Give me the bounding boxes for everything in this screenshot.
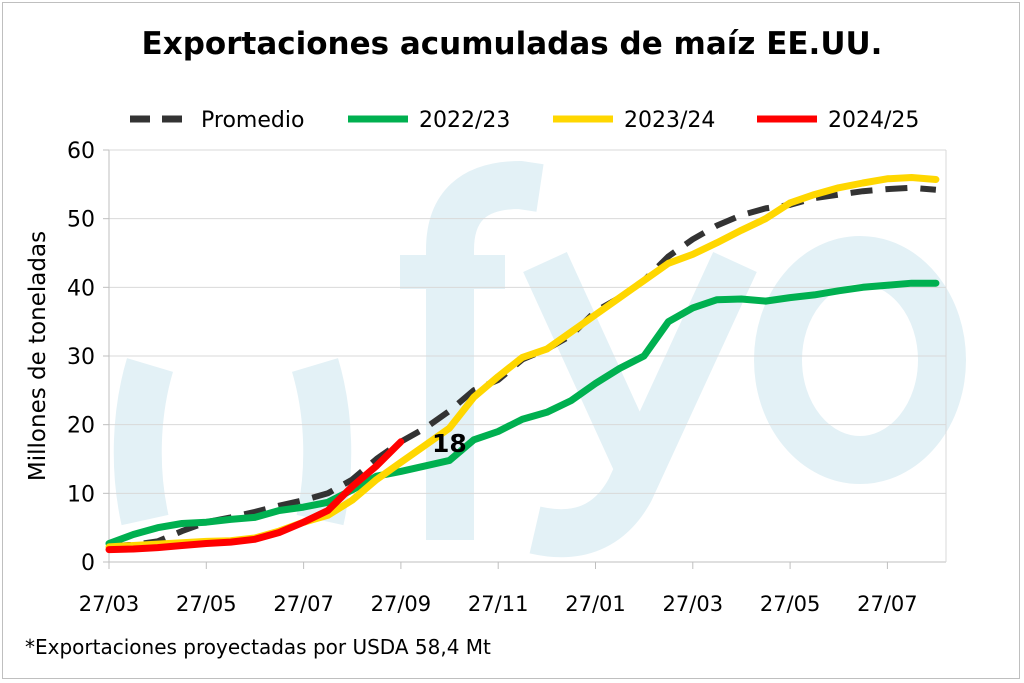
y-tick-label: 40: [67, 276, 95, 301]
watermark-o: [754, 236, 966, 484]
x-tick-label: 27/05: [760, 592, 821, 616]
y-tick-label: 60: [67, 139, 95, 164]
y-tick-label: 30: [67, 345, 95, 370]
y-tick-label: 0: [81, 551, 95, 576]
footnote: *Exportaciones proyectadas por USDA 58,4…: [25, 635, 491, 659]
x-tick-label: 27/03: [79, 592, 140, 616]
legend-label: Promedio: [201, 108, 304, 133]
series-line-202425: [105, 438, 405, 554]
y-tick-label: 10: [67, 482, 95, 507]
legend-label: 2023/24: [624, 108, 715, 133]
watermark-f-stem: [426, 160, 544, 540]
x-tick-label: 27/07: [857, 592, 918, 616]
watermark-logo: [113, 160, 966, 558]
watermark-arc: [113, 358, 352, 526]
y-tick-label: 50: [67, 208, 95, 233]
data-label-annotation: 18: [432, 429, 467, 458]
legend-label: 2022/23: [419, 108, 510, 133]
x-tick-label: 27/11: [468, 592, 529, 616]
chart-title: Exportaciones acumuladas de maíz EE.UU.: [142, 26, 883, 62]
x-tick-label: 27/01: [565, 592, 626, 616]
legend-label: 2024/25: [828, 108, 919, 133]
y-axis-label: Millones de toneladas: [25, 231, 51, 481]
x-tick-label: 27/09: [371, 592, 432, 616]
series-line-Promedio: [108, 184, 937, 550]
x-tick-label: 27/07: [273, 592, 334, 616]
series-line-202223: [105, 279, 940, 547]
x-tick-label: 27/05: [176, 592, 237, 616]
x-tick-label: 27/03: [663, 592, 724, 616]
y-tick-label: 20: [67, 414, 95, 439]
